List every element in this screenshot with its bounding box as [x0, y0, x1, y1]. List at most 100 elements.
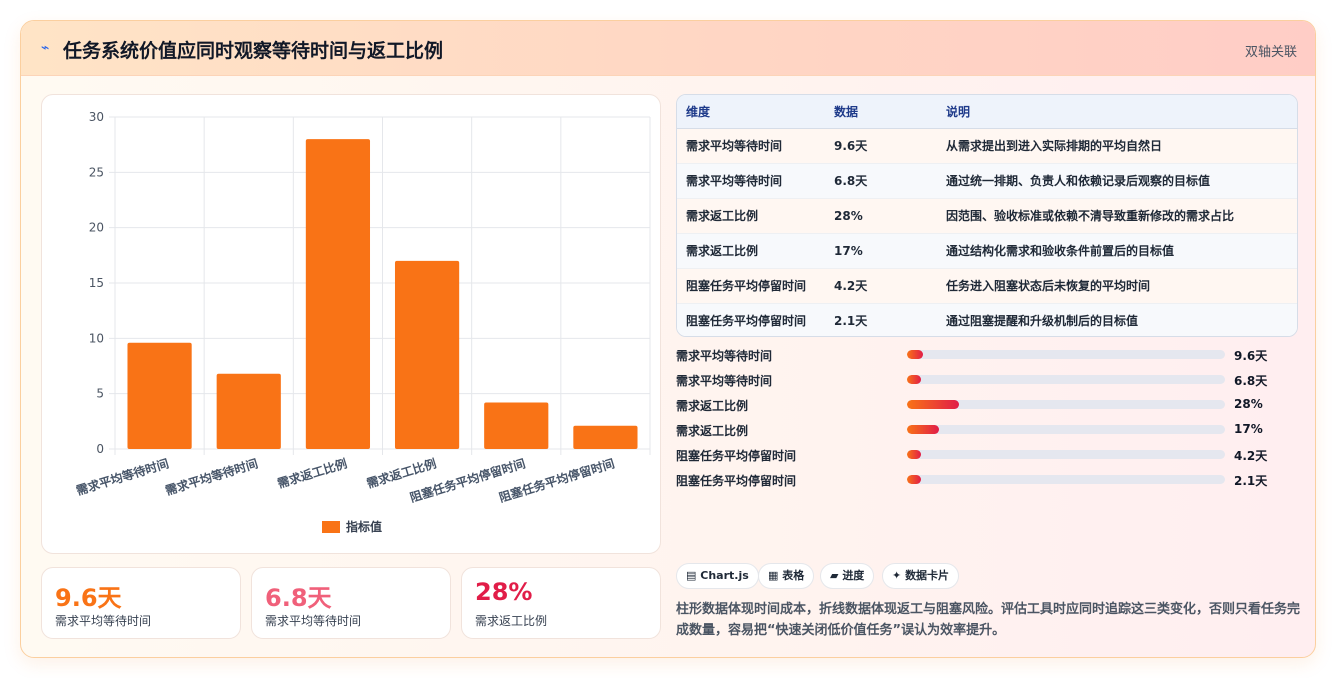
progress-row: 阻塞任务平均停留时间 2.1天	[676, 470, 1296, 490]
legend-label: 指标值	[346, 519, 382, 534]
progress-track	[907, 475, 1225, 484]
progress-row: 需求返工比例 17%	[676, 420, 1296, 440]
progress-row: 阻塞任务平均停留时间 4.2天	[676, 445, 1296, 465]
kpi-card-rework-ratio: 28% 需求返工比例	[461, 567, 661, 639]
table-chip[interactable]: ▦ 表格	[758, 563, 815, 589]
x-tick-label: 需求平均等待时间	[74, 456, 170, 498]
cell-dimension: 阻塞任务平均停留时间	[677, 268, 825, 304]
progress-fill	[907, 475, 922, 484]
bar	[216, 373, 281, 449]
cell-description: 任务进入阻塞状态后未恢复的平均时间	[937, 268, 1297, 304]
progress-fill	[907, 375, 922, 384]
y-tick-label: 25	[89, 165, 104, 179]
progress-track	[907, 400, 1225, 409]
progress-fill	[907, 425, 939, 434]
table-row: 需求平均等待时间 6.8天 通过统一排期、负责人和依赖记录后观察的目标值	[677, 163, 1297, 199]
cell-data: 9.6天	[825, 128, 937, 164]
kpi-card-wait-time-target: 6.8天 需求平均等待时间	[251, 567, 451, 639]
progress-fill	[907, 400, 960, 409]
cell-dimension: 阻塞任务平均停留时间	[677, 303, 825, 336]
column-header-dimension: 维度	[677, 95, 825, 129]
kpi-value: 9.6天	[55, 584, 122, 612]
chart-icon: ▤	[686, 569, 697, 582]
table-header-row: 维度 数据 说明	[677, 95, 1297, 129]
y-tick-label: 10	[89, 331, 104, 345]
cell-description: 因范围、验收标准或依赖不清导致重新修改的需求占比	[937, 198, 1297, 234]
cell-description: 通过阻塞提醒和升级机制后的目标值	[937, 303, 1297, 336]
cell-data: 6.8天	[825, 163, 937, 199]
card-header: ⌁ 任务系统价值应同时观察等待时间与返工比例 双轴关联	[21, 21, 1315, 76]
data-card-chip[interactable]: ✦ 数据卡片	[882, 563, 960, 589]
progress-chip[interactable]: ▰ 进度	[820, 563, 875, 589]
bar	[484, 402, 549, 449]
bar	[305, 139, 371, 449]
chip-label: 表格	[782, 569, 805, 582]
table-row: 需求平均等待时间 9.6天 从需求提出到进入实际排期的平均自然日	[677, 128, 1297, 164]
y-tick-label: 5	[96, 387, 104, 401]
table-icon: ▦	[768, 569, 779, 582]
progress-value: 17%	[1234, 422, 1263, 436]
table-row: 阻塞任务平均停留时间 4.2天 任务进入阻塞状态后未恢复的平均时间	[677, 268, 1297, 304]
cell-dimension: 需求返工比例	[677, 233, 825, 269]
x-tick-label: 需求返工比例	[276, 456, 349, 491]
progress-label: 阻塞任务平均停留时间	[676, 449, 797, 463]
progress-row: 需求平均等待时间 6.8天	[676, 370, 1296, 390]
cell-description: 通过结构化需求和验收条件前置后的目标值	[937, 233, 1297, 269]
chartjs-chip[interactable]: ▤ Chart.js	[676, 563, 759, 589]
progress-value: 9.6天	[1234, 349, 1268, 363]
y-tick-label: 0	[96, 442, 104, 456]
kpi-card-wait-time: 9.6天 需求平均等待时间	[41, 567, 241, 639]
progress-label: 需求平均等待时间	[676, 349, 773, 363]
header-tag: 双轴关联	[1244, 45, 1297, 60]
cell-dimension: 需求平均等待时间	[677, 128, 825, 164]
chip-label: 数据卡片	[905, 569, 950, 582]
kpi-label: 需求平均等待时间	[265, 614, 362, 628]
bar-chart: 0 5 10 15 20 25 30 需求平均等待时间 需求平均等待时间 需求返工比例 需求返工比例…	[41, 94, 661, 554]
trend-icon: ⌁	[41, 40, 50, 56]
chip-label: 进度	[842, 569, 865, 582]
kpi-value: 28%	[475, 578, 533, 606]
table-row: 需求返工比例 28% 因范围、验收标准或依赖不清导致重新修改的需求占比	[677, 198, 1297, 234]
progress-value: 6.8天	[1234, 374, 1268, 388]
kpi-label: 需求平均等待时间	[55, 614, 152, 628]
card-title: 任务系统价值应同时观察等待时间与返工比例	[63, 40, 444, 62]
progress-value: 2.1天	[1234, 474, 1268, 488]
cell-data: 17%	[825, 233, 937, 269]
y-tick-label: 30	[89, 110, 104, 124]
cell-description: 通过统一排期、负责人和依赖记录后观察的目标值	[937, 163, 1297, 199]
column-header-description: 说明	[937, 95, 1297, 129]
progress-label: 需求返工比例	[676, 424, 749, 438]
progress-value: 4.2天	[1234, 449, 1268, 463]
progress-icon: ▰	[830, 569, 839, 582]
progress-label: 需求返工比例	[676, 399, 749, 413]
progress-row: 需求平均等待时间 9.6天	[676, 345, 1296, 365]
cell-data: 4.2天	[825, 268, 937, 304]
legend-swatch	[322, 521, 340, 533]
column-header-data: 数据	[825, 95, 937, 129]
sparkle-icon: ✦	[892, 569, 902, 582]
progress-fill	[907, 450, 922, 459]
bar	[394, 260, 460, 449]
description-text: 柱形数据体现时间成本，折线数据体现返工与阻塞风险。评估工具时应同时追踪这三类变化…	[676, 602, 1301, 638]
kpi-value: 6.8天	[265, 584, 332, 612]
progress-track	[907, 450, 1225, 459]
metrics-table: 维度 数据 说明 需求平均等待时间 9.6天 从需求提出到进入实际排期的平均自然…	[676, 94, 1298, 337]
progress-track	[907, 350, 1225, 359]
bar	[573, 425, 638, 449]
progress-track	[907, 425, 1225, 434]
y-tick-label: 15	[89, 276, 104, 290]
progress-track	[907, 375, 1225, 384]
cell-dimension: 需求平均等待时间	[677, 163, 825, 199]
cell-data: 2.1天	[825, 303, 937, 336]
y-tick-label: 20	[89, 221, 104, 235]
cell-data: 28%	[825, 198, 937, 234]
table-row: 阻塞任务平均停留时间 2.1天 通过阻塞提醒和升级机制后的目标值	[677, 303, 1297, 336]
table-row: 需求返工比例 17% 通过结构化需求和验收条件前置后的目标值	[677, 233, 1297, 269]
kpi-label: 需求返工比例	[475, 614, 548, 628]
bar	[127, 342, 192, 449]
x-tick-label: 需求平均等待时间	[163, 456, 259, 498]
cell-dimension: 需求返工比例	[677, 198, 825, 234]
progress-value: 28%	[1234, 397, 1263, 411]
progress-label: 需求平均等待时间	[676, 374, 773, 388]
